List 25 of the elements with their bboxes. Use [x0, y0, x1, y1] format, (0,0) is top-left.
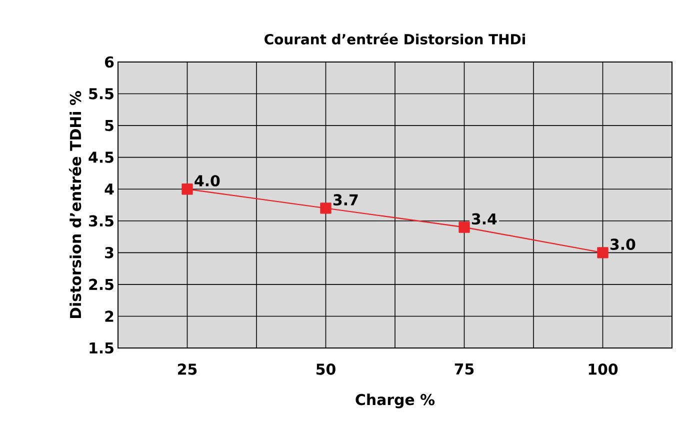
point — [597, 247, 608, 258]
y-axis-title: Distorsion d’entrée TDHi % — [69, 91, 82, 318]
y-tick-label: 6 — [105, 56, 114, 68]
x-tick-label: 50 — [316, 364, 336, 375]
x-tick-label: 100 — [588, 364, 618, 375]
point — [458, 222, 470, 233]
chart-title: Courant d’entrée Distorsion THDi — [264, 33, 525, 45]
x-axis-title: Charge % — [356, 394, 435, 408]
data-label: 4.0 — [194, 175, 220, 186]
data-label: 3.7 — [333, 194, 358, 206]
data-label: 3.0 — [610, 238, 636, 250]
y-tick-label: 3.5 — [89, 215, 114, 227]
y-tick-label: 4.5 — [88, 152, 114, 163]
y-tick-label: 3 — [105, 247, 114, 258]
y-tick-label: 2.5 — [89, 278, 114, 290]
x-tick-label: 75 — [454, 364, 474, 375]
y-tick-label: 1.5 — [90, 342, 114, 354]
y-tick-label: 5 — [105, 120, 114, 132]
point — [320, 202, 332, 214]
y-tick-label: 5.5 — [89, 88, 114, 100]
x-tick-label: 25 — [178, 364, 197, 375]
y-tick-label: 4 — [104, 184, 114, 195]
y-tick-label: 2 — [105, 310, 114, 322]
data-label: 3.4 — [472, 213, 497, 225]
point — [182, 184, 193, 195]
